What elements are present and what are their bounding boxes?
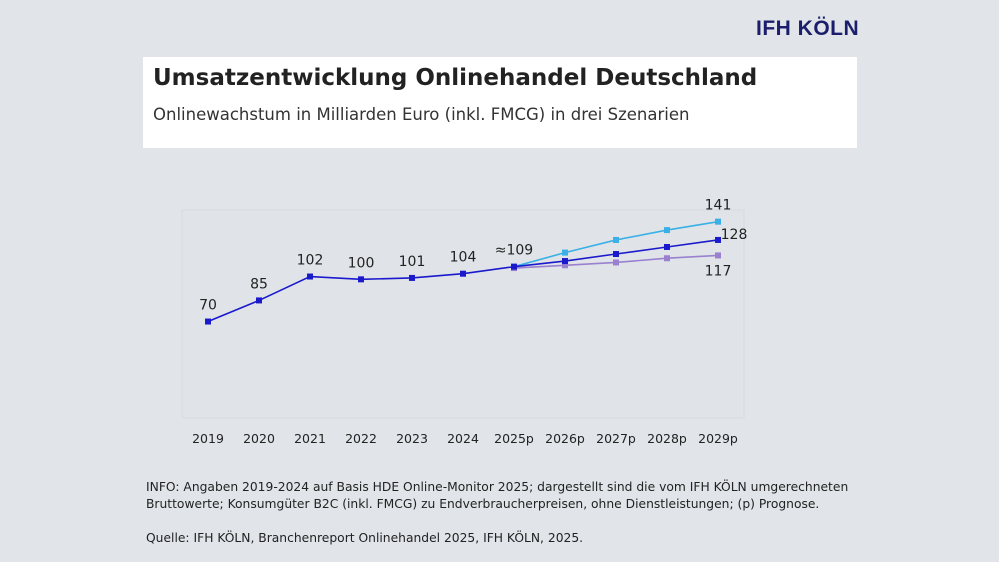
data-point: [613, 236, 619, 243]
data-label: 101: [399, 254, 426, 270]
data-point: [562, 258, 568, 265]
x-tick-label: 2027p: [596, 431, 636, 446]
x-tick-label: 2019: [192, 431, 224, 446]
plot-area: [181, 209, 745, 419]
data-point: [715, 236, 721, 243]
data-point: [715, 252, 721, 259]
info-note: INFO: Angaben 2019-2024 auf Basis HDE On…: [146, 480, 849, 511]
data-label: 128: [721, 227, 748, 243]
source-note: Quelle: IFH KÖLN, Branchenreport Onlineh…: [146, 531, 584, 545]
data-point: [664, 255, 670, 262]
data-point: [664, 243, 670, 250]
data-label: 102: [297, 253, 324, 269]
data-point: [715, 218, 721, 225]
chart-title: Umsatzentwicklung Onlinehandel Deutschla…: [153, 65, 758, 91]
data-point: [205, 318, 211, 325]
data-point: [562, 249, 568, 256]
x-tick-label: 2024: [447, 431, 479, 446]
x-tick-label: 2022: [345, 431, 377, 446]
data-point: [256, 297, 262, 304]
data-point: [307, 273, 313, 280]
data-label: 117: [705, 263, 732, 279]
data-point: [613, 251, 619, 258]
data-point: [613, 259, 619, 266]
data-label: 100: [348, 255, 375, 271]
x-tick-label: 2029p: [698, 431, 738, 446]
x-tick-label: 2021: [294, 431, 326, 446]
ifh-koeln-logo: IFH KÖLN: [756, 17, 860, 40]
title-box: Umsatzentwicklung Onlinehandel Deutschla…: [143, 57, 857, 148]
x-tick-label: 2020: [243, 431, 275, 446]
data-label: 104: [450, 250, 477, 266]
data-point: [358, 276, 364, 283]
chart-subtitle: Onlinewachstum in Milliarden Euro (inkl.…: [153, 105, 690, 124]
data-label: 85: [250, 276, 268, 292]
x-tick-label: 2028p: [647, 431, 687, 446]
x-tick-label: 2025p: [494, 431, 534, 446]
data-point: [664, 227, 670, 234]
data-point: [562, 262, 568, 269]
data-label: ≈109: [495, 243, 533, 259]
data-point: [460, 270, 466, 277]
data-point: [409, 274, 415, 281]
data-label: 70: [199, 298, 217, 314]
data-point: [511, 263, 517, 270]
data-label: 141: [705, 198, 732, 214]
x-tick-label: 2026p: [545, 431, 585, 446]
x-tick-label: 2023: [396, 431, 428, 446]
